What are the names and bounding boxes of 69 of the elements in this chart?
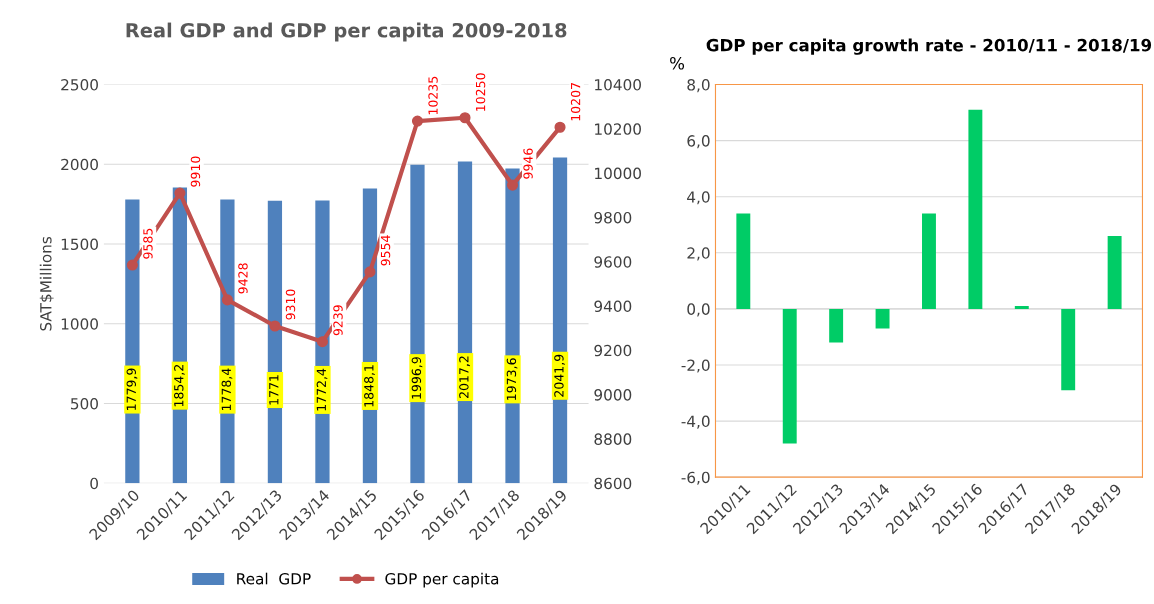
y-tick-label: 2,0: [687, 247, 710, 261]
data-label: 1771: [269, 375, 279, 405]
point: [269, 320, 281, 332]
data-label: 9585: [143, 228, 153, 259]
y2-tick-label: 10000: [595, 167, 641, 180]
data-label: 9239: [333, 305, 343, 336]
data-label: 9554: [380, 235, 391, 266]
y-tick-label: -4,0: [681, 415, 710, 429]
chart-title: GDP per capita growth rate - 2010/11 - 2018/19: [706, 38, 1152, 55]
bar: [1014, 306, 1029, 309]
chart-title: Real GDP and GDP per capita 2009-2018: [126, 22, 567, 42]
y-tick-label: -6,0: [681, 471, 710, 485]
y2-tick-label: 8800: [594, 433, 632, 445]
y-tick-label: 1000: [61, 318, 98, 330]
data-label: 1772,4: [316, 368, 328, 411]
point: [126, 259, 138, 271]
data-label: 1973,6: [506, 358, 518, 400]
y2-tick-label: 9200: [594, 344, 632, 357]
legend-label: Real GDP: [237, 572, 311, 585]
y2-tick-label: 10200: [595, 123, 641, 135]
bar: [968, 109, 983, 309]
point: [459, 112, 471, 124]
point: [316, 336, 328, 348]
point: [174, 187, 186, 199]
data-label: 10250: [475, 73, 486, 111]
y-tick-label: 8,0: [687, 79, 710, 93]
bar: [782, 308, 797, 444]
data-label: 9428: [238, 263, 248, 294]
bar: [1061, 308, 1076, 391]
bar: [829, 308, 844, 343]
data-label: 1779,9: [126, 368, 138, 411]
y-tick-label: 0,0: [687, 303, 710, 317]
point: [506, 179, 519, 191]
data-label: 1848,1: [364, 365, 375, 407]
legend-label: GDP per capita: [385, 572, 499, 588]
data-label: 9310: [285, 289, 296, 320]
y2-tick-label: 8600: [594, 477, 632, 490]
data-label: 1778,4: [221, 368, 233, 411]
y2-tick-label: 9400: [594, 300, 632, 313]
point: [364, 266, 376, 278]
data-label: 1854,2: [174, 365, 185, 407]
y-axis-title: %: [670, 56, 685, 70]
bar: [736, 213, 751, 309]
y-tick-label: 4,0: [687, 191, 710, 205]
data-label: 10235: [428, 76, 438, 115]
data-label: 2017,2: [459, 356, 470, 399]
y-axis-title: SAT$Millions: [39, 236, 54, 331]
data-label: 10207: [570, 83, 581, 121]
point: [221, 294, 233, 306]
y2-tick-label: 9600: [594, 256, 632, 268]
y-tick-label: 2000: [61, 158, 98, 171]
y-tick-label: 0: [90, 477, 98, 490]
point: [554, 121, 566, 133]
bar: [875, 308, 890, 329]
y-tick-label: 6,0: [687, 135, 710, 149]
y-tick-label: 500: [71, 397, 98, 410]
data-label: 9910: [190, 156, 201, 187]
y2-tick-label: 10400: [595, 79, 641, 91]
bar: [1107, 235, 1122, 309]
point: [411, 115, 424, 127]
y2-tick-label: 9800: [594, 211, 632, 224]
data-label: 2041,9: [554, 354, 565, 397]
y-tick-label: -2,0: [681, 359, 710, 373]
y-tick-label: 1500: [61, 238, 98, 251]
data-label: 1996,9: [411, 357, 423, 399]
y-tick-label: 2500: [61, 79, 98, 91]
y2-tick-label: 9000: [594, 389, 632, 401]
data-label: 9946: [523, 148, 533, 179]
bar: [922, 213, 936, 309]
